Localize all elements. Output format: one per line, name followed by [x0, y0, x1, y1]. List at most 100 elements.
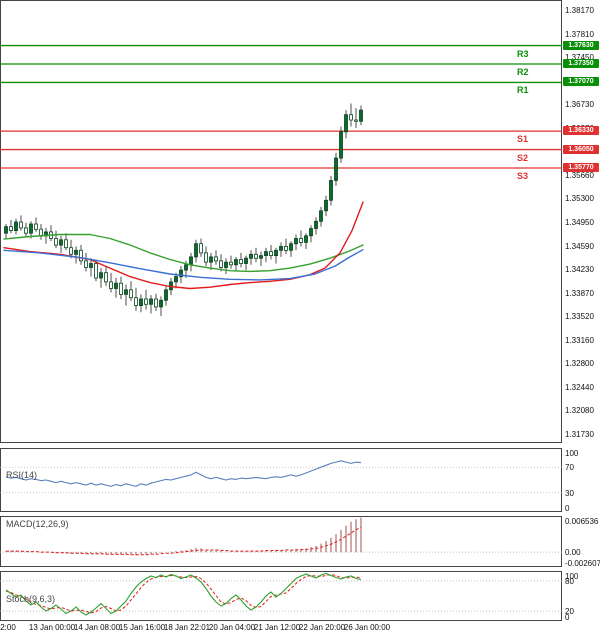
- candle-body: [54, 238, 58, 246]
- price-axis-label: 1.32080: [565, 406, 594, 416]
- price-axis-label: 1.34950: [565, 218, 594, 227]
- candle-body: [109, 281, 113, 289]
- price-axis-label: 1.35300: [565, 194, 594, 204]
- macd-axis-label: 0.00: [565, 548, 581, 558]
- candle-body: [139, 298, 143, 306]
- time-axis-label: 14 Jan 08:00: [73, 623, 121, 632]
- candle-body: [194, 243, 198, 258]
- candle-body: [179, 269, 183, 278]
- candle-body: [284, 245, 288, 251]
- time-axis-label: 21 Jan 12:00: [253, 623, 301, 632]
- macd-axis-label: 0.006536: [565, 517, 599, 526]
- candle-body: [79, 249, 83, 262]
- price-axis-label: 1.37450: [565, 53, 594, 63]
- candle-body: [184, 264, 188, 271]
- candle-body: [149, 298, 153, 305]
- candle-body: [204, 252, 208, 263]
- time-axis-label: 18 Jan 22:01: [163, 623, 211, 632]
- macd-panel-border: [0, 516, 562, 567]
- candle-body: [239, 259, 243, 264]
- pivot-label-S2: S2: [517, 152, 529, 163]
- candle-body: [14, 221, 18, 232]
- candle-body: [334, 157, 338, 181]
- stoch-axis-label: 100: [565, 572, 579, 581]
- candle-body: [359, 109, 363, 122]
- main-panel-border: [0, 0, 562, 443]
- candle-body: [164, 289, 168, 301]
- rsi-panel-border: [0, 448, 562, 512]
- price-axis-label: 1.37810: [565, 29, 594, 39]
- candle-body: [24, 227, 28, 234]
- stoch-axis-label: 0: [565, 613, 570, 622]
- price-tag-S2: 1.36050: [563, 144, 599, 154]
- stoch-axis-label: 20: [565, 607, 574, 616]
- candle-body: [134, 297, 138, 307]
- candle-body: [314, 220, 318, 229]
- candle-body: [339, 131, 343, 159]
- stoch-panel-border: [0, 571, 562, 621]
- candle-body: [34, 223, 38, 230]
- rsi-line: [5, 460, 362, 487]
- price-tag-R2: 1.37350: [563, 58, 599, 68]
- candle-body: [214, 256, 218, 262]
- price-tag-R1: 1.37070: [563, 77, 599, 87]
- rsi-axis-label: 70: [565, 463, 574, 473]
- candle-body: [154, 298, 158, 308]
- candle-body: [329, 180, 333, 201]
- candle-body: [354, 119, 358, 122]
- candle-body: [9, 226, 13, 232]
- time-axis-label: 13 Jan 00:00: [28, 623, 76, 632]
- candle-body: [159, 299, 163, 308]
- candle-body: [249, 253, 253, 259]
- candle-body: [144, 298, 148, 305]
- price-axis-label: 1.32800: [565, 359, 594, 369]
- candle-body: [219, 260, 223, 268]
- candle-body: [129, 289, 133, 299]
- candle-body: [244, 257, 248, 264]
- candle-body: [89, 263, 93, 268]
- candle-body: [229, 261, 233, 266]
- candle-body: [279, 245, 283, 251]
- rsi-axis-label: 0: [565, 504, 570, 513]
- price-axis-label: 1.34590: [565, 241, 594, 251]
- candle-body: [264, 251, 268, 257]
- macd-signal-line: [6, 526, 362, 556]
- candle-body: [124, 289, 128, 295]
- time-axis-label: 22 Jan 20:00: [298, 623, 346, 632]
- candle-body: [319, 210, 323, 222]
- price-axis-label: 1.35660: [565, 170, 594, 180]
- price-axis-label: 1.33520: [565, 312, 594, 322]
- candle-body: [74, 249, 78, 255]
- price-tag-S3: 1.35770: [563, 163, 599, 172]
- candle-body: [234, 259, 238, 266]
- pivot-label-S1: S1: [517, 134, 529, 145]
- pivot-label-R1: R1: [517, 85, 529, 96]
- price-axis-label: 1.38170: [565, 6, 594, 15]
- price-axis-label: 1.33870: [565, 288, 594, 298]
- rsi-axis-label: 100: [565, 449, 579, 458]
- candle-body: [289, 243, 293, 251]
- candle-body: [64, 239, 68, 249]
- candle-body: [69, 247, 73, 255]
- candle-body: [209, 256, 213, 263]
- macd-axis-label: -0.002607: [565, 559, 600, 568]
- candle-body: [349, 114, 353, 121]
- rsi-axis-label: 30: [565, 488, 574, 498]
- candle-body: [224, 261, 228, 268]
- candle-body: [94, 263, 98, 279]
- macd-panel-label: MACD(12,26,9): [6, 519, 69, 529]
- candle-body: [19, 221, 23, 229]
- price-axis-label: 1.34230: [565, 265, 594, 275]
- price-axis-label: 1.31730: [565, 430, 594, 439]
- price-tag-S1: 1.36330: [563, 126, 599, 136]
- candle-body: [324, 199, 328, 212]
- sma-fast-green: [3, 233, 364, 273]
- candle-body: [84, 260, 88, 268]
- time-axis-label: 20 Jan 04:00: [208, 623, 256, 632]
- pivot-label-R2: R2: [517, 66, 529, 77]
- candle-body: [174, 276, 178, 283]
- candle-body: [99, 272, 103, 279]
